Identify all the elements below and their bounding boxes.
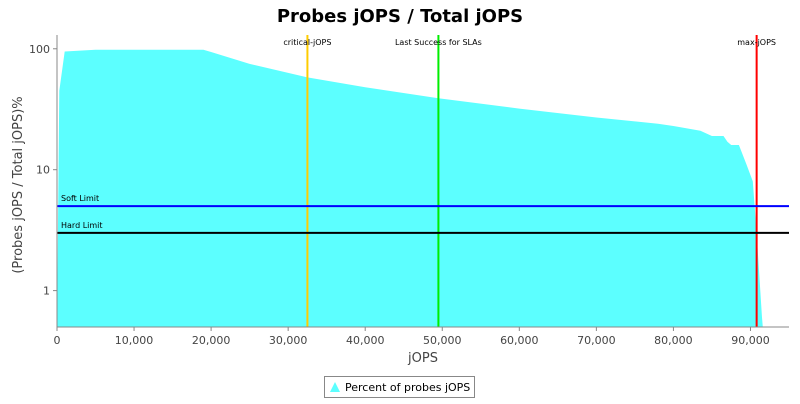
- x-tick-label: 20,000: [192, 334, 231, 347]
- x-tick-label: 0: [54, 334, 61, 347]
- reference-lines: critical-jOPS Last Success for SLAs max-jO…: [57, 35, 789, 327]
- x-tick-label: 50,000: [423, 334, 462, 347]
- area-layer: [57, 49, 763, 328]
- x-tick-label: 10,000: [115, 334, 154, 347]
- area-series-0: [57, 49, 763, 328]
- axes: 0 10,000 20,000 30,000 40,000 50,000 60,000 70,…: [29, 35, 789, 347]
- legend: Percent of probes jOPS: [324, 376, 476, 398]
- ref-label-vertical-1: Last Success for SLAs: [395, 38, 482, 47]
- ref-label-horizontal-4: Hard Limit: [61, 221, 103, 230]
- ref-label-vertical-0: critical-jOPS: [283, 38, 331, 47]
- x-axis-label: jOPS: [407, 351, 438, 366]
- x-tick-label: 80,000: [654, 334, 693, 347]
- x-tick-label: 70,000: [577, 334, 616, 347]
- y-tick-label: 100: [29, 43, 50, 56]
- x-tick-label: 30,000: [269, 334, 308, 347]
- x-tick-label: 90,000: [731, 334, 770, 347]
- y-axis-label: (Probes jOPS / Total jOPS)%: [11, 96, 26, 273]
- x-tick-label: 60,000: [500, 334, 539, 347]
- legend-label: Percent of probes jOPS: [345, 380, 471, 394]
- x-tick-label: 40,000: [346, 334, 385, 347]
- legend-swatch: [330, 382, 340, 392]
- ref-label-vertical-2: max-jOPS: [737, 38, 776, 47]
- ref-label-horizontal-3: Soft Limit: [61, 194, 99, 203]
- y-tick-label: 1: [43, 285, 50, 298]
- chart-title: Probes jOPS / Total jOPS: [277, 6, 523, 27]
- y-tick-label: 10: [36, 164, 50, 177]
